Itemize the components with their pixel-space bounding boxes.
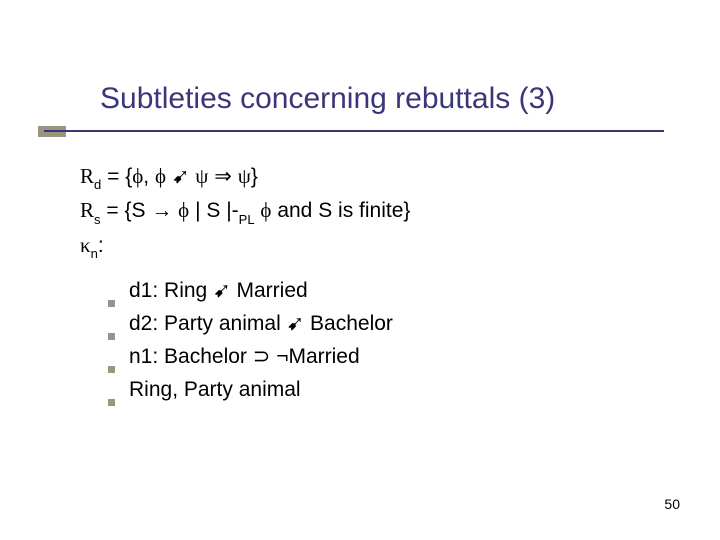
- bullet-text: d2: Party animal ➹ Bachelor: [129, 308, 393, 341]
- rd-arrow1: ➹: [166, 165, 195, 188]
- bullet-icon: [108, 399, 115, 406]
- b0-label: d1: Ring: [129, 279, 213, 302]
- rs-r: R: [80, 198, 94, 222]
- rd-eq: = {: [101, 165, 132, 188]
- rs-tail: and S is finite}: [271, 199, 410, 222]
- line-rd: Rd = {ϕ, ϕ ➹ ψ ⇒ ψ}: [80, 160, 640, 194]
- b1-label: d2: Party animal: [129, 312, 287, 335]
- bullet-text: d1: Ring ➹ Married: [129, 275, 308, 308]
- list-item: n1: Bachelor ⊃ ¬Married: [108, 340, 640, 374]
- b0-rest: Married: [231, 279, 308, 302]
- list-item: d1: Ring ➹ Married: [108, 275, 640, 308]
- bullet-text: Ring, Party animal: [129, 374, 301, 407]
- slide-title: Subtleties concerning rebuttals (3): [100, 82, 555, 116]
- rd-psi2: ψ: [238, 164, 251, 188]
- rs-sub: s: [94, 212, 101, 227]
- rs-phi: ϕ: [178, 198, 189, 222]
- list-item: d2: Party animal ➹ Bachelor: [108, 308, 640, 341]
- rd-r: R: [80, 164, 94, 188]
- slide-number: 50: [664, 496, 680, 512]
- bullet-icon: [108, 333, 115, 340]
- b2-rest: ¬Married: [270, 345, 359, 368]
- bullet-text: n1: Bachelor ⊃ ¬Married: [129, 340, 360, 374]
- kn-kappa: κ: [80, 233, 91, 257]
- bullet-list: d1: Ring ➹ Married d2: Party animal ➹ Ba…: [108, 275, 640, 406]
- slide: Subtleties concerning rebuttals (3) Rd =…: [0, 0, 720, 540]
- title-underline: [44, 130, 664, 132]
- bullet-icon: [108, 300, 115, 307]
- rd-comma: ,: [143, 165, 155, 188]
- b2-arrow: ⊃: [253, 344, 271, 368]
- bullet-icon: [108, 366, 115, 373]
- rd-close: }: [251, 165, 258, 188]
- rs-to: →: [151, 198, 172, 222]
- line-rs: Rs = {S → ϕ | S |-PL ϕ and S is finite}: [80, 194, 640, 228]
- rd-darrow: ⇒: [208, 165, 237, 188]
- rd-phi2: ϕ: [155, 164, 166, 188]
- line-kn: κn:: [80, 229, 640, 263]
- rs-mid: | S |-: [189, 199, 238, 222]
- b1-rest: Bachelor: [304, 312, 393, 335]
- b0-arrow: ➹: [213, 279, 231, 302]
- list-item: Ring, Party animal: [108, 374, 640, 407]
- rd-sub: d: [94, 177, 101, 192]
- kn-colon: :: [98, 234, 104, 257]
- rd-phi1: ϕ: [132, 164, 143, 188]
- rd-psi1: ψ: [195, 164, 208, 188]
- b2-label: n1: Bachelor: [129, 345, 253, 368]
- rs-eq: = {S: [101, 199, 152, 222]
- kn-sub: n: [91, 246, 98, 261]
- rs-plsub: PL: [239, 212, 255, 227]
- rs-phi2: ϕ: [260, 198, 271, 222]
- b1-arrow: ➹: [287, 312, 305, 335]
- b3-label: Ring, Party animal: [129, 378, 301, 401]
- slide-body: Rd = {ϕ, ϕ ➹ ψ ⇒ ψ} Rs = {S → ϕ | S |-PL…: [80, 160, 640, 406]
